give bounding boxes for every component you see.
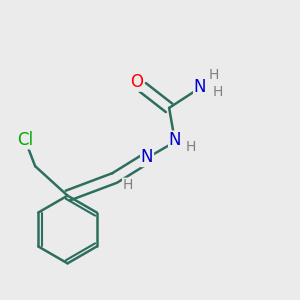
Text: O: O (130, 73, 143, 91)
Text: H: H (185, 140, 196, 154)
Text: H: H (212, 85, 223, 99)
Text: H: H (123, 178, 133, 192)
Text: Cl: Cl (17, 131, 33, 149)
Text: N: N (169, 131, 181, 149)
Text: N: N (141, 148, 153, 166)
Text: N: N (194, 78, 206, 96)
Text: H: H (209, 68, 219, 82)
